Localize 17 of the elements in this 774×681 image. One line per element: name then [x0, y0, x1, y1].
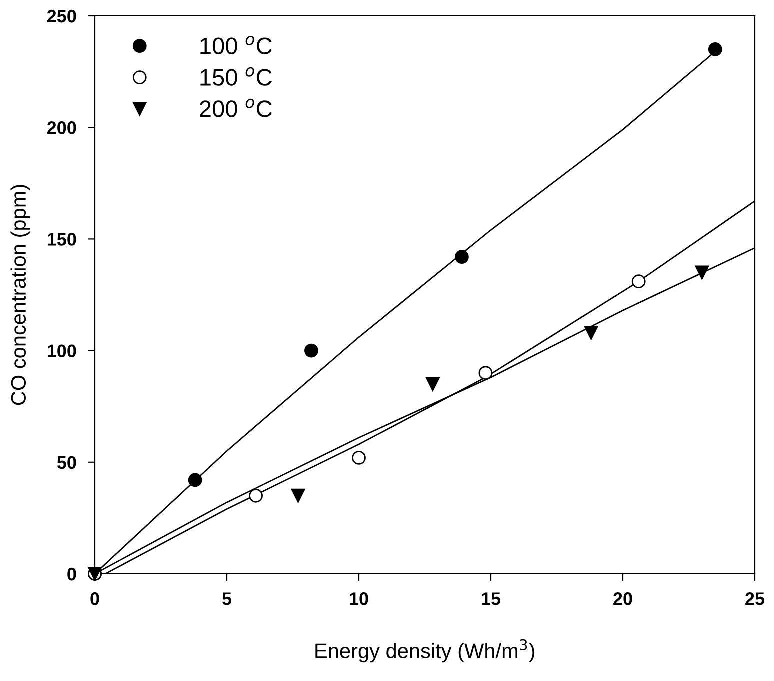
x-tick-label: 25: [746, 592, 765, 606]
x-tick-label: 10: [350, 592, 368, 606]
y-axis-title: CO concentration (ppm): [10, 185, 30, 406]
y-tick-label: 150: [48, 233, 76, 246]
x-tick-label: 20: [614, 592, 632, 606]
x-axis-title: Energy density (Wh/m$^{3}$): [316, 639, 535, 663]
x-tick-label: 0: [90, 592, 100, 606]
y-tick-label: 100: [48, 344, 76, 358]
y-tick-label: 0: [68, 568, 76, 581]
legend-label: 150 $^{o}$C: [200, 67, 272, 86]
x-tick-label: 15: [482, 592, 501, 606]
y-tick-label: 250: [47, 10, 76, 23]
y-tick-label: 200: [47, 122, 76, 134]
y-tick-label: 50: [57, 456, 76, 470]
x-tick-label: 5: [222, 592, 232, 606]
legend-label: 100 $^{o}$C: [200, 36, 272, 54]
legend-label: 200 $^{o}$C: [200, 98, 272, 118]
